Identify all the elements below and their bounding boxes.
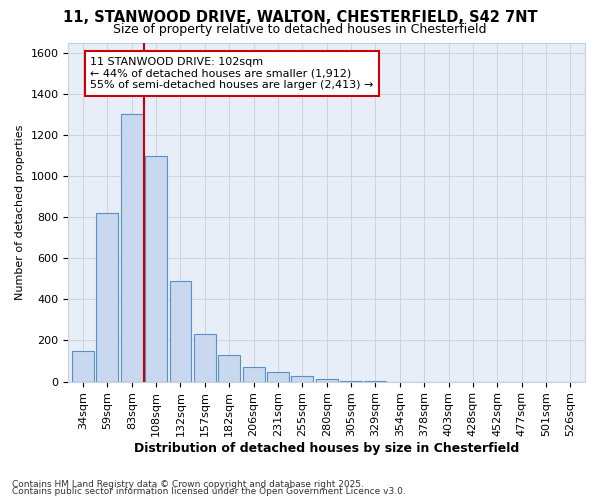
Bar: [121, 114, 143, 382]
Bar: [145, 156, 167, 382]
Text: Contains public sector information licensed under the Open Government Licence v3: Contains public sector information licen…: [12, 487, 406, 496]
Y-axis label: Number of detached properties: Number of detached properties: [15, 124, 25, 300]
Bar: [97, 213, 118, 382]
Bar: [218, 355, 240, 382]
Bar: [340, 380, 362, 382]
Text: Contains HM Land Registry data © Crown copyright and database right 2025.: Contains HM Land Registry data © Crown c…: [12, 480, 364, 489]
Text: Size of property relative to detached houses in Chesterfield: Size of property relative to detached ho…: [113, 22, 487, 36]
Bar: [242, 367, 265, 382]
Bar: [316, 378, 338, 382]
X-axis label: Distribution of detached houses by size in Chesterfield: Distribution of detached houses by size …: [134, 442, 520, 455]
Bar: [267, 372, 289, 382]
Bar: [194, 334, 216, 382]
Text: 11 STANWOOD DRIVE: 102sqm
← 44% of detached houses are smaller (1,912)
55% of se: 11 STANWOOD DRIVE: 102sqm ← 44% of detac…: [91, 57, 374, 90]
Text: 11, STANWOOD DRIVE, WALTON, CHESTERFIELD, S42 7NT: 11, STANWOOD DRIVE, WALTON, CHESTERFIELD…: [62, 10, 538, 25]
Bar: [72, 351, 94, 382]
Bar: [170, 281, 191, 382]
Bar: [292, 376, 313, 382]
Bar: [364, 381, 386, 382]
